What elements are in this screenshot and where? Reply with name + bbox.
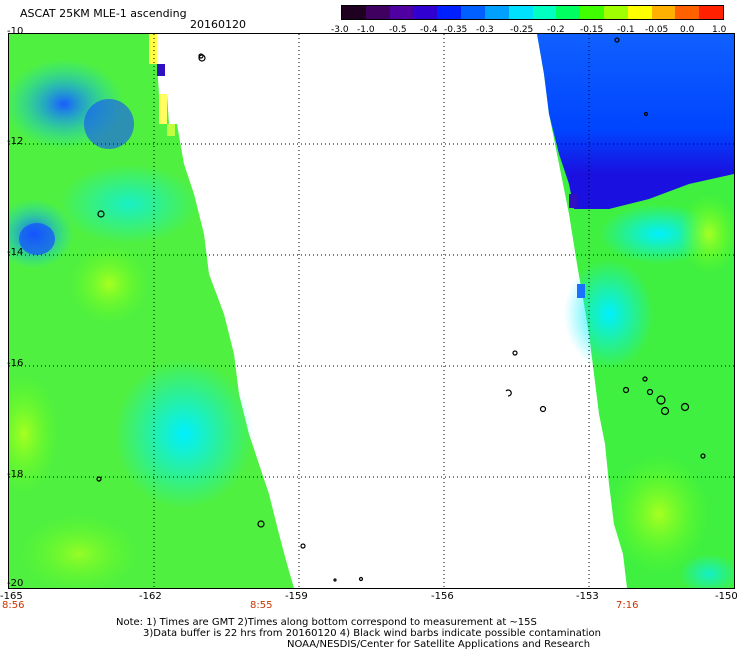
longitude-label: -165 [0, 591, 23, 602]
latitude-label: -16 [7, 358, 24, 369]
longitude-label: -159 [285, 591, 308, 602]
latitude-label: -20 [7, 578, 24, 589]
color-scale-swatch [437, 6, 462, 19]
color-scale-swatch [699, 6, 723, 19]
note-line-3: NOAA/NESDIS/Center for Satellite Applica… [287, 639, 591, 650]
color-scale-tick-label: 1.0 [712, 25, 727, 35]
longitude-label: -156 [431, 591, 454, 602]
color-scale-swatch [342, 6, 366, 19]
color-scale-swatch [413, 6, 438, 19]
right-swath [537, 34, 734, 588]
latitude-label: -18 [7, 469, 24, 480]
color-scale-swatch [508, 6, 533, 19]
color-scale-tick-label: -0.3 [476, 25, 494, 35]
color-scale-tick-label: -0.5 [389, 25, 407, 35]
note-line-2: 3)Data buffer is 22 hrs from 20160120 4)… [143, 628, 601, 639]
color-scale-swatch [389, 6, 414, 19]
color-scale-swatch [627, 6, 652, 19]
color-scale-swatch [603, 6, 628, 19]
map-grid [9, 34, 734, 588]
color-scale-tick-label: -1.0 [357, 25, 375, 35]
color-scale-tick-label: -0.2 [547, 25, 565, 35]
color-scale-tick-label: -0.25 [510, 25, 534, 35]
time-label-right: 7:16 [616, 600, 639, 611]
latitude-label: -12 [7, 136, 24, 147]
color-scale-swatch [675, 6, 700, 19]
island-outlines [96, 37, 706, 582]
color-scale-swatch [651, 6, 676, 19]
color-scale-tick-label: -0.05 [645, 25, 669, 35]
left-swath [9, 34, 294, 588]
color-scale-tick-label: -3.0 [331, 25, 349, 35]
color-scale-swatch [532, 6, 557, 19]
color-scale-swatch [461, 6, 485, 19]
map-panel [8, 33, 735, 589]
longitude-label: -150 [715, 591, 738, 602]
chart-title: ASCAT 25KM MLE-1 ascending [20, 7, 187, 20]
color-scale-swatch [484, 6, 509, 19]
longitude-label: -153 [576, 591, 599, 602]
color-scale-tick-label: -0.1 [617, 25, 635, 35]
longitude-label: -162 [139, 591, 162, 602]
latitude-label: -10 [7, 26, 24, 37]
color-scale-bar [341, 5, 724, 20]
latitude-label: -14 [7, 247, 24, 258]
color-scale-tick-label: 0.0 [680, 25, 695, 35]
date-label: 20160120 [190, 18, 246, 31]
color-scale-swatch [580, 6, 604, 19]
map-svg [9, 34, 734, 588]
note-line-1: Note: 1) Times are GMT 2)Times along bot… [116, 617, 537, 628]
color-scale-tick-label: -0.15 [580, 25, 604, 35]
time-label-left: 8:56 [2, 600, 25, 611]
color-scale-tick-label: -0.35 [444, 25, 468, 35]
color-scale-tick-label: -0.4 [420, 25, 438, 35]
color-scale-swatch [556, 6, 581, 19]
time-label-middle: 8:55 [250, 600, 273, 611]
color-scale-swatch [365, 6, 390, 19]
